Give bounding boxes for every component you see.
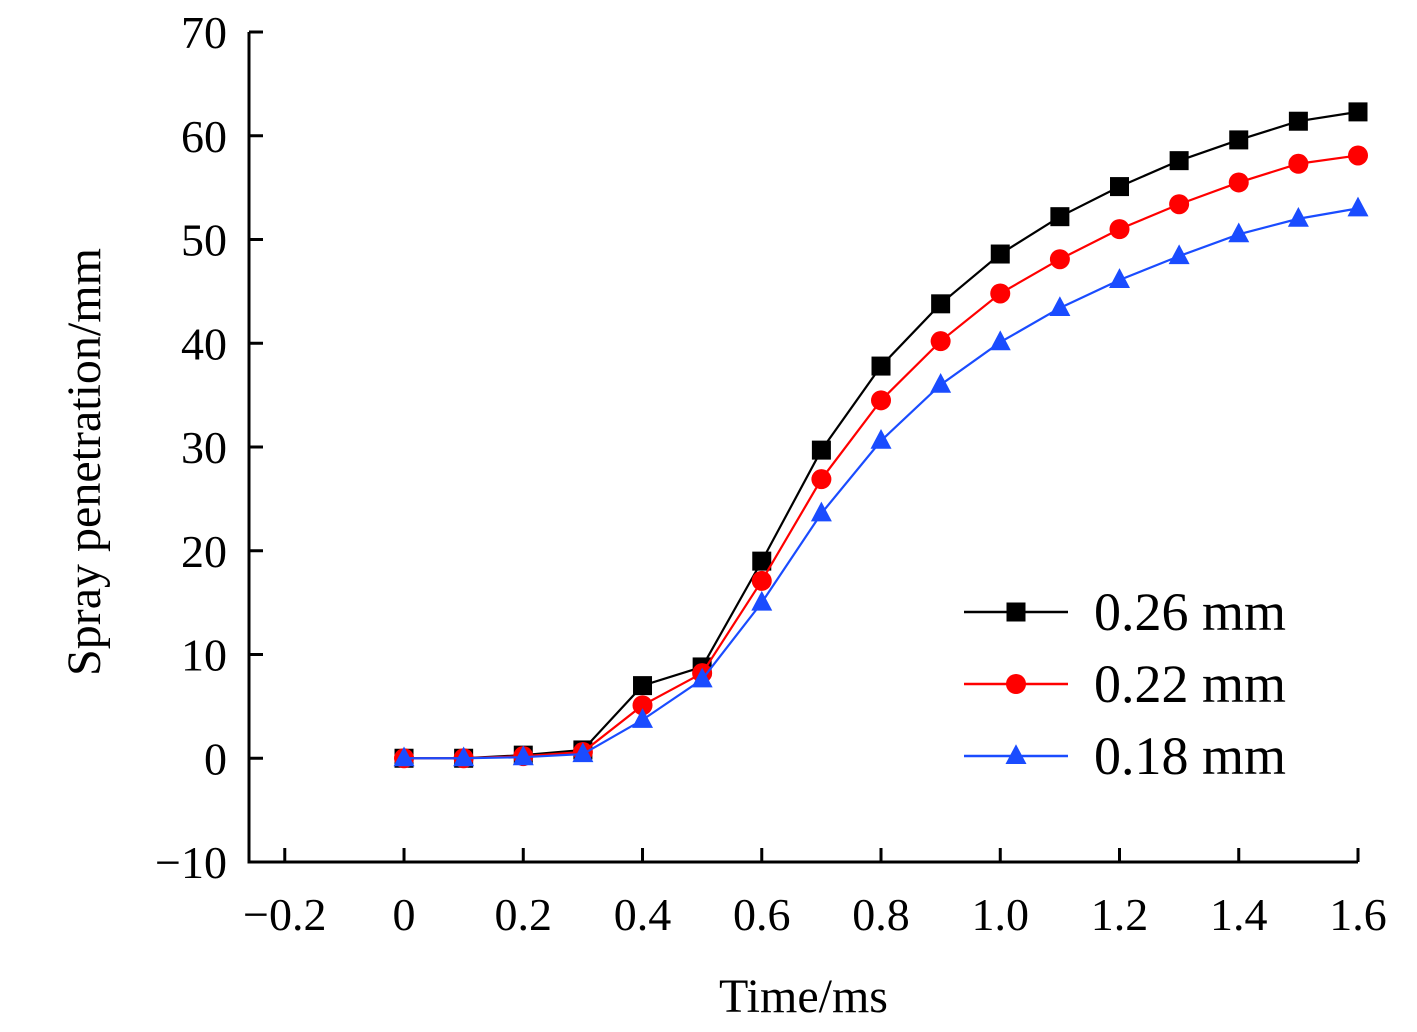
data-point: [633, 676, 653, 696]
y-tick-label: −10: [155, 837, 227, 888]
data-point: [1288, 153, 1309, 174]
data-point: [1228, 222, 1250, 243]
data-point: [1287, 206, 1309, 227]
data-point: [1050, 207, 1070, 227]
y-tick-label: 20: [181, 526, 227, 577]
x-tick-label: 0.8: [852, 889, 910, 940]
data-point: [1229, 130, 1249, 150]
data-point: [930, 331, 951, 352]
legend: 0.26 mm 0.22 mm 0.18 mm: [964, 582, 1286, 786]
data-point: [632, 708, 654, 728]
x-tick-label: 1.2: [1091, 889, 1149, 940]
x-tick-label: −0.2: [243, 889, 326, 940]
data-point: [990, 283, 1011, 304]
y-tick-label: 0: [204, 733, 227, 784]
data-point: [393, 746, 415, 767]
x-tick-label: 0: [393, 889, 416, 940]
legend-label: 0.26 mm: [1094, 582, 1286, 642]
data-point: [871, 356, 891, 376]
data-point: [1168, 244, 1190, 265]
x-tick-label: 1.0: [972, 889, 1030, 940]
x-tick-label: 0.2: [495, 889, 553, 940]
data-point: [989, 330, 1011, 351]
data-point: [1348, 145, 1368, 166]
series-0_22-mm: [394, 145, 1368, 769]
data-point: [691, 667, 713, 688]
legend-marker: [1006, 674, 1026, 694]
y-tick-label: 30: [181, 422, 227, 473]
data-point: [871, 390, 892, 411]
data-point: [1347, 196, 1369, 217]
data-point: [1169, 151, 1189, 171]
legend-marker: [1005, 744, 1027, 764]
data-point: [453, 746, 475, 767]
data-point: [811, 469, 832, 490]
data-point: [1169, 194, 1190, 215]
data-point: [572, 742, 594, 763]
data-point: [752, 551, 772, 571]
x-tick-label: 1.6: [1329, 889, 1387, 940]
data-point: [632, 695, 653, 716]
x-tick-label: 0.6: [733, 889, 791, 940]
data-point: [930, 372, 952, 393]
data-point: [1049, 296, 1071, 316]
y-tick-label: 70: [181, 7, 227, 58]
data-point: [751, 590, 773, 611]
data-point: [1348, 102, 1368, 122]
y-tick-label: 10: [181, 630, 227, 681]
data-point: [1049, 249, 1070, 270]
data-point: [870, 428, 892, 449]
series-0_18-mm: [393, 196, 1369, 767]
y-tick-label: 50: [181, 215, 227, 266]
y-tick-label: 60: [181, 111, 227, 162]
legend-label: 0.22 mm: [1094, 654, 1286, 714]
x-tick-label: 0.4: [614, 889, 672, 940]
data-point: [1110, 177, 1130, 197]
x-tick-label: 1.4: [1210, 889, 1268, 940]
data-point: [811, 440, 831, 460]
y-tick-label: 40: [181, 318, 227, 369]
data-point: [1109, 219, 1130, 240]
data-point: [990, 244, 1010, 264]
y-axis-title: Spray penetration/mm: [58, 248, 111, 676]
data-point: [1109, 268, 1131, 288]
data-point: [1288, 111, 1308, 131]
data-point: [931, 294, 951, 314]
legend-marker: [1006, 602, 1026, 622]
legend-label: 0.18 mm: [1094, 726, 1286, 786]
data-point: [810, 501, 832, 522]
data-point: [1228, 172, 1249, 193]
x-axis-title: Time/ms: [719, 970, 888, 1023]
data-point: [751, 570, 772, 591]
data-point: [512, 745, 534, 766]
